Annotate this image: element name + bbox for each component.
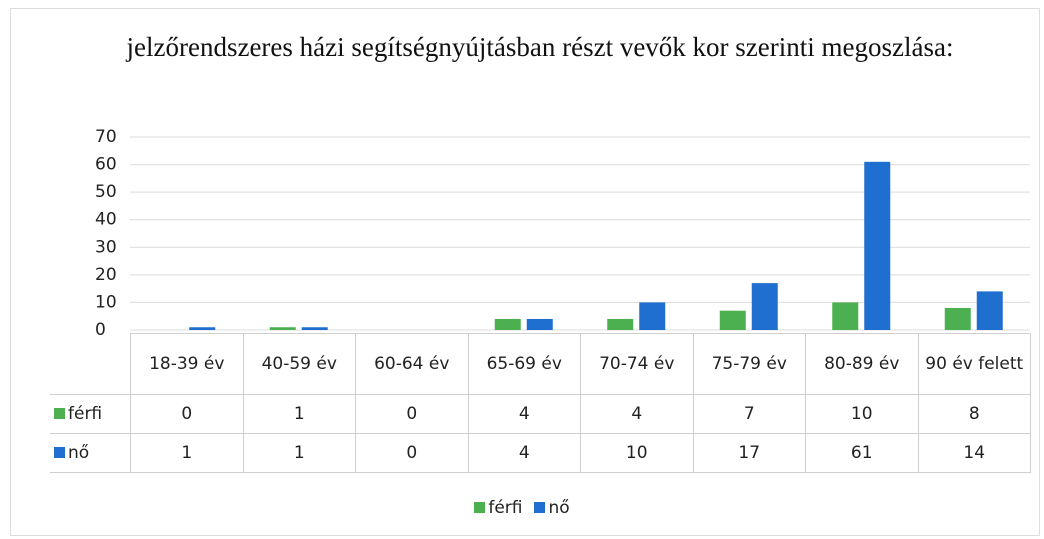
chart-frame [10, 8, 1040, 536]
bar [301, 327, 328, 330]
table-row: nő 1 1 0 4 10 17 61 14 [50, 433, 1031, 473]
legend: férfi nő [0, 498, 1044, 518]
legend-swatch [534, 502, 546, 513]
category-label: 70-74 év [580, 333, 694, 395]
table-value: 61 [805, 433, 919, 473]
table-header-row: 18-39 év 40-59 év 60-64 év 65-69 év 70-74 év… [50, 333, 1031, 395]
legend-label: férfi [488, 498, 523, 518]
bar [189, 327, 216, 330]
y-tick-label: 50 [95, 182, 117, 202]
bar [639, 302, 666, 330]
row-label: férfi [68, 404, 103, 424]
y-tick-label: 30 [95, 237, 117, 257]
table-value: 4 [467, 394, 581, 434]
legend-swatch [474, 502, 486, 513]
table-value: 0 [355, 433, 469, 473]
bar [751, 283, 778, 330]
chart-title: jelzőrendszeres házi segítségnyújtásban … [126, 32, 954, 62]
bar [864, 161, 891, 330]
bar [494, 318, 521, 330]
table-value: 7 [692, 394, 806, 434]
table-value: 17 [692, 433, 806, 473]
table-corner [50, 333, 131, 395]
table-value: 14 [917, 433, 1031, 473]
bar [832, 302, 859, 330]
legend-label: nő [548, 498, 570, 518]
category-label: 40-59 év [242, 333, 356, 395]
table-value: 1 [242, 394, 356, 434]
table-value: 0 [355, 394, 469, 434]
category-label: 90 év felett [917, 333, 1031, 395]
category-label: 18-39 év [130, 333, 244, 395]
table-value: 10 [805, 394, 919, 434]
y-tick-label: 20 [95, 265, 117, 285]
row-key: férfi [50, 394, 131, 434]
row-key: nő [50, 433, 131, 473]
y-tick-label: 60 [95, 155, 117, 175]
bar [719, 310, 746, 330]
bar [944, 307, 971, 330]
legend-swatch [54, 408, 65, 419]
category-label: 65-69 év [467, 333, 581, 395]
table-value: 4 [580, 394, 694, 434]
table-value: 0 [130, 394, 244, 434]
table-value: 10 [580, 433, 694, 473]
legend-item: férfi [474, 498, 522, 518]
row-label: nő [68, 443, 90, 463]
legend-item: nő [534, 498, 570, 518]
legend-swatch [54, 447, 65, 458]
bar [976, 291, 1003, 330]
bar [607, 318, 634, 330]
table-value: 1 [130, 433, 244, 473]
table-row: férfi 0 1 0 4 4 7 10 8 [50, 394, 1031, 434]
table-value: 8 [917, 394, 1031, 434]
table-value: 4 [467, 433, 581, 473]
bar [526, 318, 553, 330]
y-tick-label: 40 [95, 210, 117, 230]
y-tick-label: 10 [95, 292, 117, 312]
category-label: 60-64 év [355, 333, 469, 395]
data-table: 18-39 év 40-59 év 60-64 év 65-69 év 70-74 év… [50, 333, 1031, 473]
table-value: 1 [242, 433, 356, 473]
category-label: 80-89 év [805, 333, 919, 395]
y-tick-label: 0 [95, 320, 106, 340]
category-label: 75-79 év [692, 333, 806, 395]
y-tick-label: 70 [95, 127, 117, 147]
bar [269, 327, 296, 330]
